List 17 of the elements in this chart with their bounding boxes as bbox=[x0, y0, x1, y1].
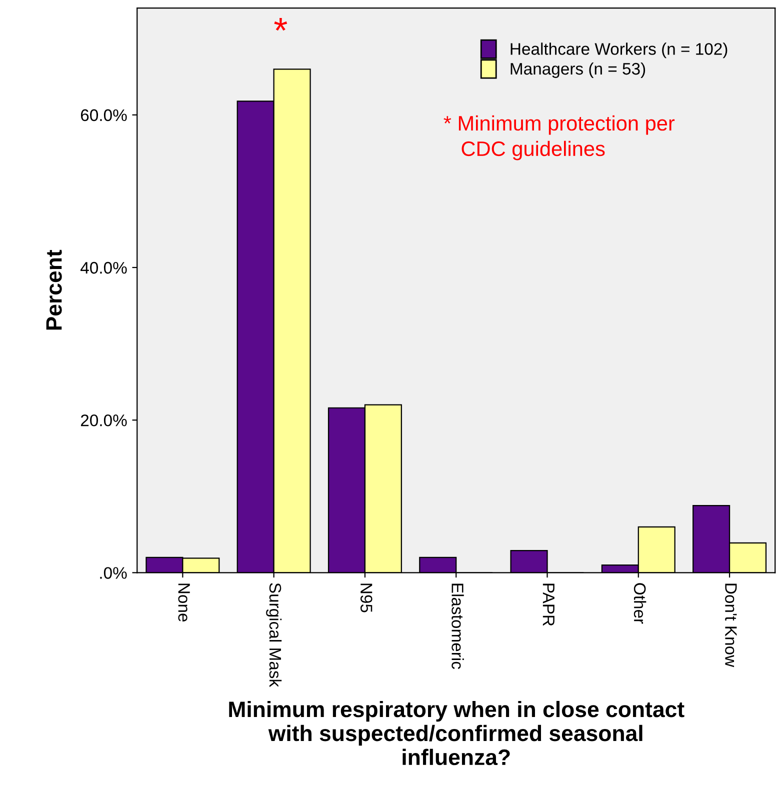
annotation: * Minimum protection per CDC guidelines bbox=[444, 115, 675, 160]
y-tick-label: 20.0% bbox=[80, 414, 127, 426]
x-tick-label: Other bbox=[634, 583, 646, 624]
y-tick-label: 60.0% bbox=[80, 109, 127, 122]
y-axis-title: Percent bbox=[46, 250, 62, 330]
x-tick-label: None bbox=[178, 584, 190, 622]
x-tick-label: Surgical Mask bbox=[266, 583, 282, 688]
legend-label: Managers (n = 53) bbox=[510, 62, 646, 78]
y-tick-label: .0% bbox=[100, 567, 127, 579]
legend-label: Healthcare Workers (n = 102) bbox=[510, 42, 728, 58]
x-tick-label: N95 bbox=[360, 584, 372, 612]
y-tick-label: 40.0% bbox=[80, 262, 127, 274]
x-tick-label: Elastomeric bbox=[452, 584, 464, 670]
annotation: * bbox=[274, 18, 288, 31]
x-tick-label: PAPR bbox=[542, 584, 554, 626]
x-axis-title: Minimum respiratory when in close contact with suspected/confirmed seasonal influenza? bbox=[229, 700, 684, 766]
x-tick-label: Don't Know bbox=[725, 584, 737, 668]
